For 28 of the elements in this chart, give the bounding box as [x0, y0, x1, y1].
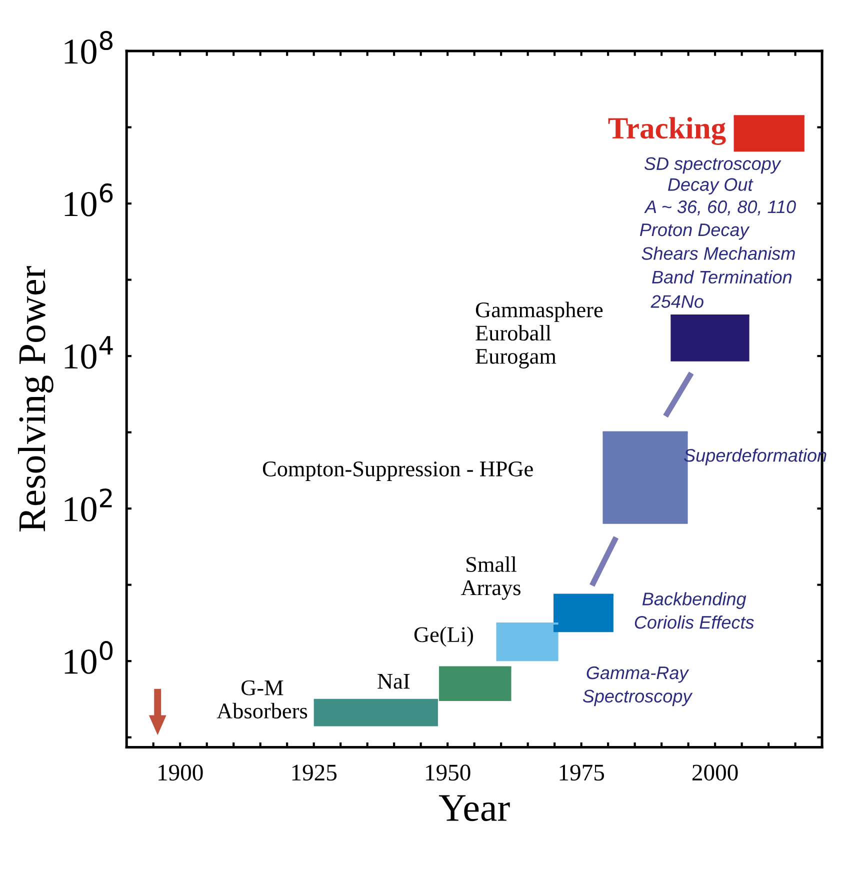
annotation: Backbending Coriolis Effects — [634, 592, 754, 629]
annotation: 254No — [650, 295, 704, 308]
x-tick-label: 1925 — [292, 764, 337, 781]
x-axis-title: Year — [438, 795, 510, 822]
annotation: Gamma-Ray Spectroscopy — [582, 666, 693, 706]
annotation: Compton-Suppression - HPGe — [262, 462, 533, 481]
y-tick-label: 10$^{0}$ — [64, 640, 113, 674]
annotation: SD spectroscopy — [644, 157, 782, 174]
annotation: NaI — [378, 674, 410, 689]
annotation: Shears Mechanism — [642, 246, 795, 260]
y-tick-label: 10$^{6}$ — [64, 183, 113, 216]
annotation: Tracking — [608, 117, 726, 146]
y-tick-label: 10$^{8}$ — [64, 30, 112, 64]
annotation: Ge(Li) — [414, 626, 473, 647]
y-tick-label: 10$^{2}$ — [64, 488, 112, 522]
y-tick-label: 10$^{4}$ — [64, 336, 113, 369]
annotation: A ~ 36, 60, 80, 110 — [644, 200, 796, 216]
y-axis-title: Resolving Power — [18, 266, 54, 532]
annotation: Proton Decay — [640, 224, 750, 240]
x-tick-label: 1950 — [426, 764, 470, 781]
x-tick-label: 1900 — [158, 764, 203, 781]
annotation: Band Termination — [652, 270, 792, 284]
annotation: Small Arrays — [461, 556, 520, 600]
x-tick-label: 1975 — [560, 764, 604, 781]
annotation: Decay Out — [668, 178, 754, 195]
annotation: Gammasphere Euroball Eurogam — [476, 302, 603, 368]
x-tick-label: 2000 — [692, 764, 738, 781]
annotation: G-M Absorbers — [216, 680, 308, 719]
